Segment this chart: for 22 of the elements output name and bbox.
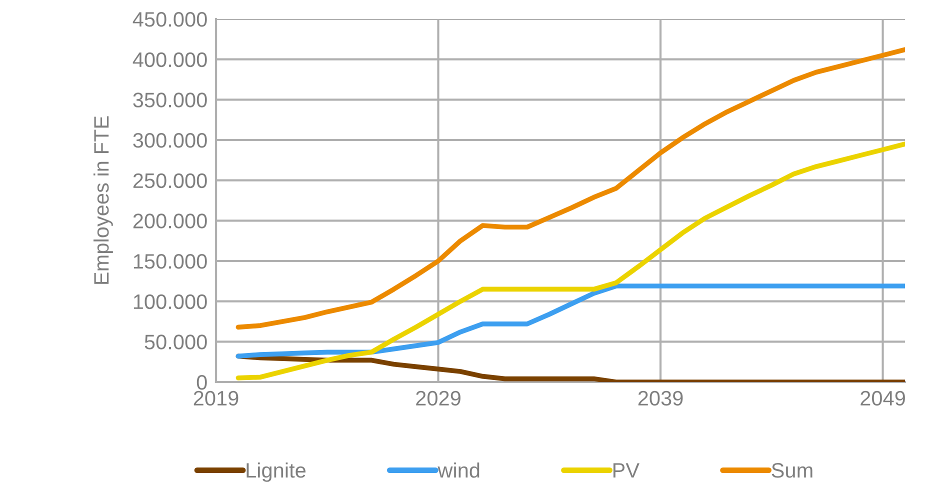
y-tick-label: 400.000 <box>132 52 207 68</box>
x-tick-label: 2049 <box>860 390 905 406</box>
line-series <box>236 142 905 380</box>
x-tick-label: 2029 <box>416 390 460 406</box>
y-tick-label: 250.000 <box>133 173 207 188</box>
y-tick-label: 50.000 <box>144 334 207 350</box>
line-series <box>236 47 905 330</box>
legend-label: PV <box>613 463 640 478</box>
x-tick-label: 2019 <box>194 390 238 406</box>
legend-label: wind <box>438 462 480 478</box>
y-tick-label: 350.000 <box>133 92 207 108</box>
y-tick-label: 150.000 <box>134 254 207 269</box>
y-axis-title: Employees in FTE <box>94 116 113 284</box>
y-tick-label: 450.000 <box>132 12 207 27</box>
y-tick-label: 0 <box>196 375 207 390</box>
legend-label: Lignite <box>246 462 306 482</box>
legend-label: Sum <box>772 463 812 478</box>
y-tick-label: 300.000 <box>133 133 207 148</box>
y-tick-label: 200.000 <box>133 214 207 228</box>
y-tick-label: 100.000 <box>134 294 207 310</box>
line-series <box>236 284 905 359</box>
x-tick-label: 2039 <box>638 390 683 406</box>
